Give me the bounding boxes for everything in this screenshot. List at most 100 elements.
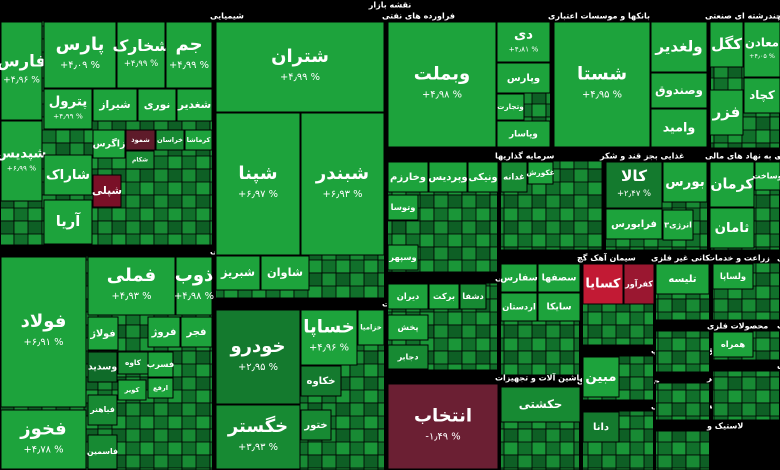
stock-name: سفارس — [500, 273, 538, 284]
stock-name: فولاد — [21, 311, 67, 332]
stock-tile — [116, 21, 166, 89]
stock-tile — [496, 62, 551, 94]
stock-name: غدانه — [503, 172, 525, 182]
stock-name: خکاوه — [307, 376, 336, 387]
stock-tile — [0, 256, 87, 408]
stock-tile — [92, 174, 122, 208]
stock-tile — [428, 283, 460, 310]
stock-tile — [0, 409, 87, 470]
sector-name: غذایی بجز قند و شکر — [599, 152, 684, 161]
stock-change: +۴٫۸۱ % — [509, 44, 539, 53]
stock-name: ونیکی — [469, 172, 498, 183]
stock-name: فملی — [107, 265, 156, 286]
stock-name: فرابورس — [611, 219, 657, 230]
stock-name: خساپا — [303, 317, 355, 338]
stock-tile — [180, 316, 213, 348]
stock-tile — [623, 263, 655, 305]
stock-tile — [387, 344, 429, 370]
stock-name: حکشتی — [519, 397, 563, 411]
stock-tile — [712, 263, 754, 290]
stock-name: وپاسار — [508, 130, 538, 140]
stock-change: +۴٫۹۹ % — [53, 111, 83, 120]
stock-tile — [87, 434, 118, 470]
stock-name: فخوز — [19, 419, 66, 440]
stock-tile — [605, 208, 663, 240]
stock-tile — [662, 209, 694, 241]
stock-name: ثامان — [715, 221, 750, 236]
stock-change: +۴٫۹۸ % — [422, 89, 462, 100]
stock-name: آریا — [56, 212, 81, 230]
stock-tile — [300, 365, 342, 397]
stock-name: ولغدیر — [654, 38, 702, 56]
sector-box — [655, 382, 710, 421]
stock-tile — [260, 255, 310, 291]
stock-tile — [387, 21, 497, 148]
stock-change: +۴٫۹۸ % — [174, 291, 214, 302]
stock-tile — [87, 316, 119, 351]
stock-tile — [87, 256, 176, 316]
stock-name: دشفا — [462, 291, 484, 301]
stock-name: تلیسه — [668, 274, 696, 285]
stock-name: فباهنر — [89, 405, 115, 414]
sector-name: سرمایه گذاریها — [495, 151, 554, 161]
stock-tile — [147, 316, 181, 348]
sector-name: اطلاعات و ارتباطات — [777, 322, 780, 331]
stock-name: دانا — [593, 422, 609, 433]
stock-name: وپارس — [507, 73, 540, 84]
stock-name: وسدید — [88, 362, 117, 373]
stock-tile — [387, 161, 429, 193]
sector-name: انبوه سازی املاک و مستغلات — [777, 152, 780, 161]
stock-change: +۴٫۹۶ % — [309, 342, 349, 353]
stock-name: شموذ — [131, 136, 150, 144]
stock-name: وتجارت — [497, 102, 524, 111]
sector-name: فراورده های نفتی — [382, 12, 455, 21]
stock-tile — [387, 314, 429, 341]
sector-name: کانی غیر فلزی — [651, 254, 710, 263]
stock-tile — [215, 404, 301, 470]
stock-tile — [500, 386, 581, 423]
stock-change: +۶٫۹۷ % — [238, 189, 278, 200]
stock-change: +۲٫۹۵ % — [238, 362, 278, 373]
stock-tile — [709, 89, 744, 136]
stock-tile — [165, 21, 213, 89]
sector-name: محصولات فلزی — [707, 322, 768, 331]
stock-tile — [92, 88, 138, 122]
stock-tile — [155, 129, 185, 151]
stock-change: +۴٫۹۶ % — [3, 76, 40, 86]
stock-change: +۶٫۹۳ % — [323, 189, 363, 200]
stock-tile — [300, 409, 332, 441]
stock-name: فروژ — [151, 327, 177, 338]
stock-change: +۳٫۹۳ % — [238, 442, 278, 453]
sector-name: ماشین آلات و تجهیزات — [495, 373, 584, 383]
stock-tile — [387, 244, 419, 271]
stock-change: +۶٫۹۹ % — [7, 163, 36, 172]
stock-name: پترول — [49, 95, 88, 110]
sector-name: لاستیک و — [706, 422, 743, 431]
sector-box — [655, 430, 710, 470]
stock-tile — [147, 351, 174, 378]
stock-name: جم — [175, 34, 202, 55]
stock-name: فزر — [712, 103, 741, 121]
stock-tile — [92, 129, 126, 159]
stock-tile — [175, 256, 213, 316]
stock-tile — [215, 21, 385, 113]
stock-name: بورس — [665, 175, 704, 190]
stock-change: +۴٫۹۵ % — [582, 89, 622, 100]
stock-tile — [0, 21, 43, 121]
stock-name: انرژی۳ — [664, 221, 692, 231]
stock-tile — [496, 93, 525, 121]
sector-name: زراعت و خدمات — [707, 254, 770, 263]
sector-name: واسطه گریهای — [777, 253, 780, 263]
stock-name: شستا — [577, 64, 627, 85]
stock-name: پارس — [56, 34, 105, 55]
stock-tile — [87, 351, 118, 383]
stock-name: وتوسا — [391, 202, 416, 213]
stock-tile — [655, 263, 710, 295]
stock-name: مبین — [585, 370, 616, 385]
stock-change: +۴٫۹۹ % — [169, 60, 209, 71]
stock-name: سایکا — [546, 302, 571, 313]
stock-name: شاوان — [267, 265, 303, 279]
stock-name: وپردیس — [428, 172, 467, 183]
stock-tile — [743, 77, 780, 114]
stock-tile — [537, 263, 581, 293]
